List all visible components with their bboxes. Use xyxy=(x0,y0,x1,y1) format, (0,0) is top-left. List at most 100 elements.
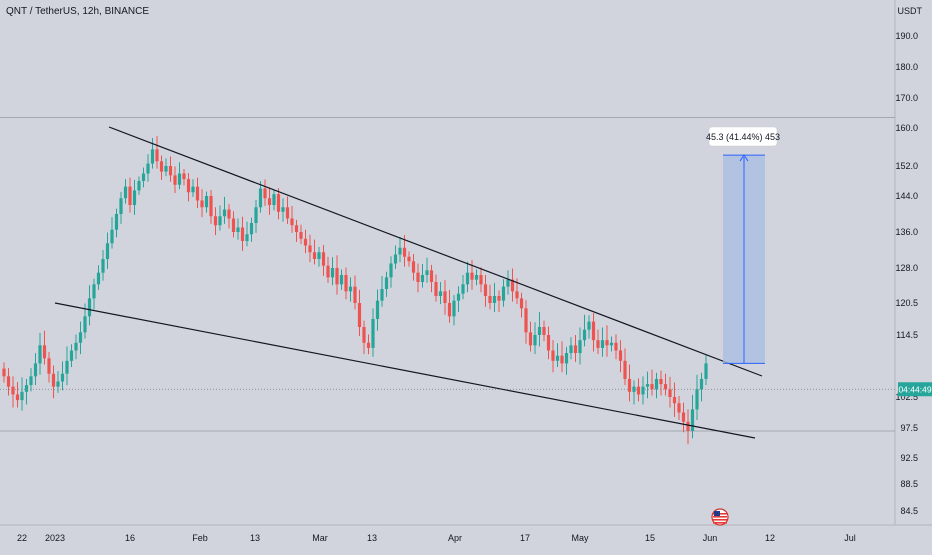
price-badge-text: 04:44:49 xyxy=(898,384,931,394)
candle-body xyxy=(596,340,600,348)
measure-tool[interactable]: 45.3 (41.44%) 453 xyxy=(706,126,780,364)
candle-body xyxy=(200,200,204,208)
candle-body xyxy=(87,298,92,317)
candle-body xyxy=(492,296,497,303)
candle-body xyxy=(560,355,564,364)
grid-lines xyxy=(0,0,932,526)
candle-body xyxy=(614,342,618,351)
candle-body xyxy=(56,381,60,387)
candle-body xyxy=(299,232,303,239)
candle-body xyxy=(519,298,524,309)
candle-body xyxy=(159,161,164,172)
candle-body xyxy=(236,227,240,232)
candle-body xyxy=(686,421,690,431)
candle-body xyxy=(546,335,551,351)
candle-body xyxy=(672,397,677,404)
candle-body xyxy=(213,216,218,226)
candle-body xyxy=(105,243,110,259)
candle-body xyxy=(474,275,479,280)
candle-body xyxy=(564,353,569,364)
us-flag-icon[interactable] xyxy=(711,508,729,526)
candle-body xyxy=(425,270,429,275)
price-axis[interactable]: 190.0 180.0 170.0 160.0 152.0 144.0 136.0 128.0… xyxy=(895,31,918,516)
trendlines[interactable] xyxy=(54,126,763,439)
trendline-lower xyxy=(54,302,756,439)
candle-body xyxy=(51,373,56,387)
candle-body xyxy=(155,149,159,162)
candle-body xyxy=(339,275,344,285)
candle-body xyxy=(128,186,132,205)
candle-body xyxy=(362,327,366,343)
candle-body xyxy=(438,291,443,296)
candle-body xyxy=(110,229,114,244)
candle-body xyxy=(231,218,236,232)
candle-body xyxy=(137,181,141,191)
candle-body xyxy=(456,293,461,301)
candle-body xyxy=(353,286,357,303)
candle-body xyxy=(591,321,596,341)
candle-body xyxy=(249,223,254,235)
candle-body xyxy=(60,373,65,382)
candle-body xyxy=(227,209,231,219)
candle-body xyxy=(321,252,326,266)
candle-body xyxy=(78,332,83,343)
candle-body xyxy=(141,173,146,181)
price-tick-label: 114.5 xyxy=(896,330,918,340)
candle-body xyxy=(276,194,281,212)
time-tick-label: Mar xyxy=(312,533,328,543)
candle-body xyxy=(411,261,416,273)
candle-body xyxy=(663,384,668,390)
candle-body xyxy=(542,327,546,335)
candle-body xyxy=(465,272,470,285)
time-axis[interactable]: 22 2023 16 Feb 13 Mar 13 Apr 17 May 15 Jun 12 Jul xyxy=(17,533,856,543)
candle-body xyxy=(420,275,425,282)
candle-body xyxy=(551,350,555,361)
candle-body xyxy=(344,275,348,292)
symbol-title: QNT / TetherUS, 12h, BINANCE xyxy=(6,6,150,17)
price-tick-label: 190.0 xyxy=(895,31,918,41)
candle-body xyxy=(605,340,609,346)
candle-body xyxy=(699,378,704,390)
candle-body xyxy=(677,403,681,413)
candle-body xyxy=(272,194,276,205)
flag-stripe xyxy=(713,519,727,521)
candle-body xyxy=(326,265,330,278)
time-tick-label: Jun xyxy=(703,533,718,543)
measure-label: 45.3 (41.44%) 453 xyxy=(706,132,780,142)
candle-body xyxy=(636,386,641,395)
candle-body xyxy=(168,166,173,176)
candle-body xyxy=(384,277,389,289)
candle-body xyxy=(74,342,78,351)
candle-body xyxy=(389,263,393,278)
candle-body xyxy=(29,376,33,386)
candle-body xyxy=(308,245,312,253)
candle-body xyxy=(573,345,578,354)
candle-body xyxy=(119,198,123,214)
price-tick-label: 92.5 xyxy=(900,453,918,463)
candle-body xyxy=(204,196,209,208)
time-tick-label: 16 xyxy=(125,533,135,543)
candle-body xyxy=(654,378,659,390)
candle-body xyxy=(263,188,267,199)
candle-body xyxy=(65,360,69,374)
candle-body xyxy=(38,345,42,364)
candle-body xyxy=(24,385,29,392)
candle-body xyxy=(407,256,411,262)
price-tick-label: 102.5 xyxy=(895,392,918,402)
candle-body xyxy=(132,190,137,205)
candle-body xyxy=(177,173,182,185)
candle-body xyxy=(182,173,186,180)
candle-body xyxy=(402,247,407,257)
price-tick-label: 97.5 xyxy=(900,423,918,433)
candle-body xyxy=(123,186,128,199)
time-tick-label: Apr xyxy=(448,533,462,543)
candle-body xyxy=(164,166,168,172)
candle-body xyxy=(650,384,654,390)
candle-body xyxy=(681,412,686,422)
price-tick-label: 120.5 xyxy=(895,298,918,308)
candle-body xyxy=(393,254,398,264)
flag-stripe xyxy=(713,522,727,524)
time-tick-label: Feb xyxy=(192,533,208,543)
